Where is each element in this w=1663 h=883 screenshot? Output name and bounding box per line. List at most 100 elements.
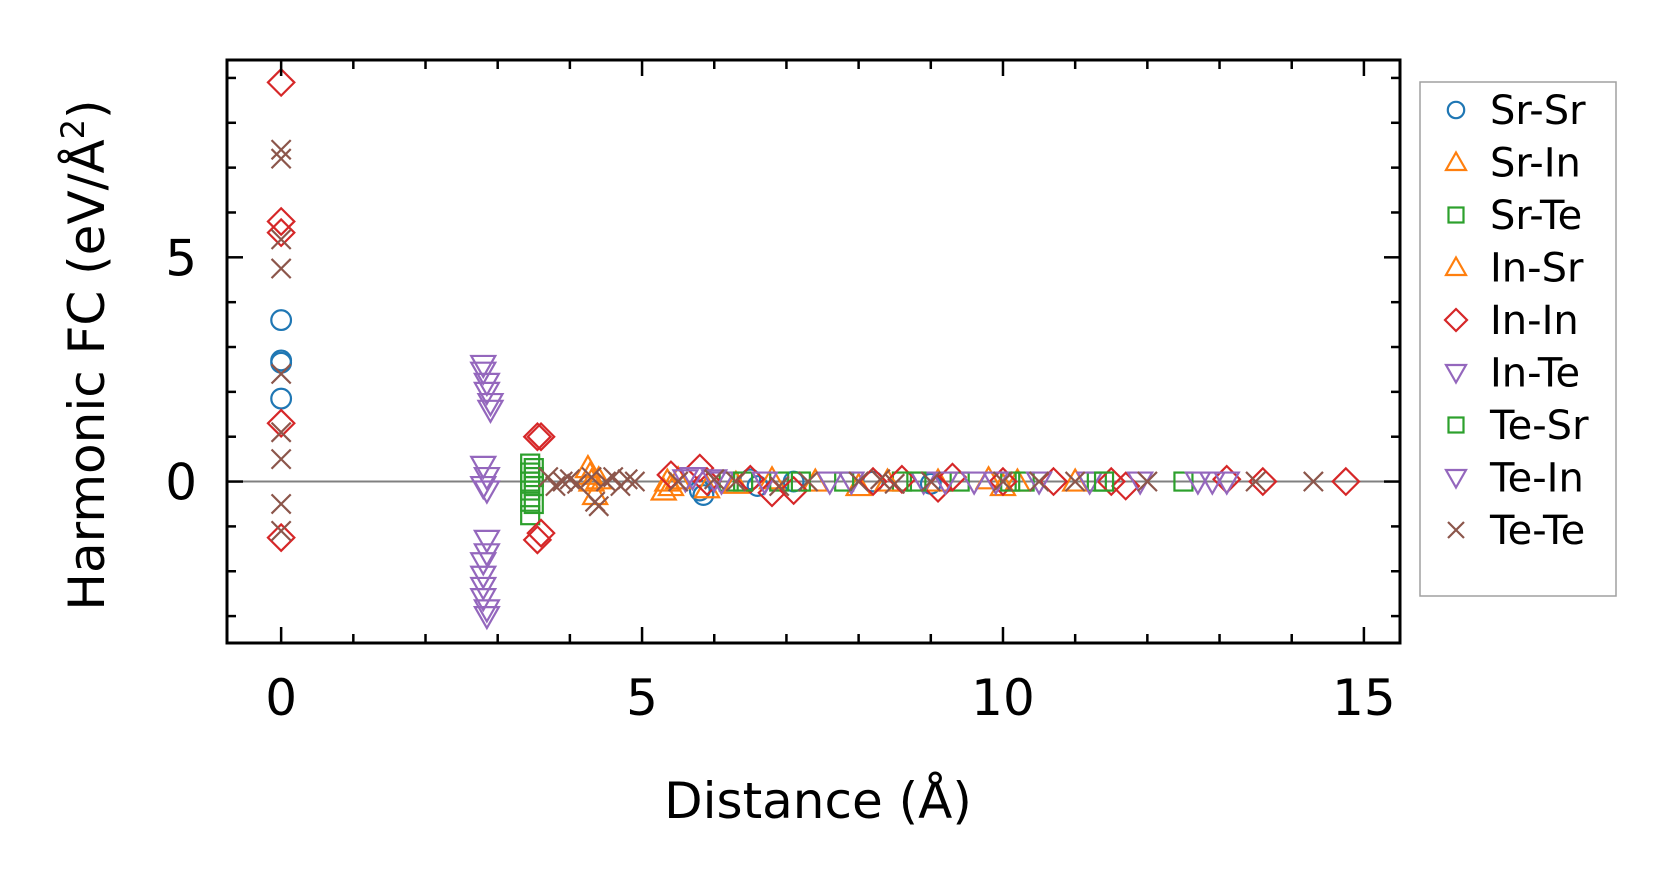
data-point-te-in bbox=[931, 471, 960, 496]
data-point-in-in bbox=[1248, 466, 1278, 497]
data-point-te-te bbox=[797, 471, 819, 492]
data-point-te-in bbox=[1198, 471, 1227, 496]
data-point-te-te bbox=[537, 466, 559, 488]
data-point-te-in bbox=[1025, 471, 1053, 496]
data-point-te-sr bbox=[790, 471, 811, 492]
data-point-in-in bbox=[266, 522, 296, 553]
data-point-te-in bbox=[700, 469, 729, 494]
x-tick-label: 15 bbox=[1332, 669, 1396, 727]
legend-marker-te-te bbox=[1447, 521, 1465, 539]
data-point-in-sr bbox=[722, 469, 750, 494]
data-point-in-te bbox=[472, 480, 501, 505]
series-te-te bbox=[270, 139, 1324, 542]
data-point-te-in bbox=[472, 529, 501, 555]
legend-marker-sr-sr bbox=[1446, 100, 1466, 120]
data-point-sr-te bbox=[1173, 471, 1194, 492]
data-point-te-te bbox=[848, 471, 869, 492]
data-point-te-in bbox=[472, 599, 501, 624]
data-point-sr-te bbox=[520, 491, 541, 512]
data-point-in-te bbox=[476, 392, 505, 418]
legend-label: In-Sr bbox=[1490, 246, 1584, 292]
legend-marker-in-sr bbox=[1444, 255, 1468, 277]
legend-marker-sr-in bbox=[1444, 150, 1468, 172]
data-point-te-te bbox=[1028, 471, 1050, 492]
data-point-sr-in bbox=[758, 465, 786, 490]
data-point-te-te bbox=[667, 471, 689, 492]
data-point-sr-te bbox=[520, 480, 541, 501]
data-point-in-in bbox=[266, 67, 296, 98]
data-point-te-te bbox=[588, 495, 610, 517]
legend-label: In-In bbox=[1490, 298, 1579, 344]
legend-label: Sr-Sr bbox=[1490, 88, 1586, 134]
data-point-te-sr bbox=[733, 471, 754, 492]
legend-marker-in-in bbox=[1443, 307, 1469, 333]
data-point-in-in bbox=[685, 453, 715, 483]
plot-frame bbox=[225, 58, 1402, 645]
legend-label: Sr-Te bbox=[1490, 193, 1582, 239]
legend-entry: Te-Sr bbox=[1447, 403, 1589, 449]
legend: Sr-Sr Sr-In Sr-Te In-Sr In-In In-Te Te-Sr Te-In… bbox=[1419, 81, 1617, 597]
legend-entry: In-Sr bbox=[1444, 246, 1584, 292]
data-point-in-te bbox=[1183, 471, 1212, 496]
data-point-sr-sr bbox=[270, 309, 293, 332]
y-axis-label-end: ) bbox=[58, 99, 116, 119]
data-point-te-sr bbox=[523, 493, 544, 515]
data-point-in-in bbox=[266, 408, 296, 439]
legend-entry: Sr-Te bbox=[1447, 193, 1582, 239]
data-point-sr-in bbox=[693, 474, 721, 499]
data-point-in-te bbox=[476, 399, 505, 425]
data-point-te-te bbox=[920, 471, 942, 492]
y-axis-label: Harmonic FC (eV/Å2) bbox=[54, 99, 116, 610]
legend-label: Sr-In bbox=[1490, 141, 1581, 187]
x-tick-label: 0 bbox=[265, 669, 297, 727]
y-tick-label: 5 bbox=[165, 229, 197, 287]
legend-label: Te-Te bbox=[1489, 508, 1585, 554]
data-point-in-te bbox=[469, 354, 498, 380]
data-point-in-te bbox=[815, 471, 844, 496]
data-point-te-te bbox=[270, 148, 292, 170]
data-point-in-in bbox=[1331, 466, 1361, 497]
data-point-in-in bbox=[522, 421, 553, 452]
data-point-te-te bbox=[270, 258, 292, 279]
data-point-te-te bbox=[270, 139, 292, 161]
legend-marker-sr-te bbox=[1447, 206, 1465, 224]
data-point-te-sr bbox=[1093, 471, 1115, 492]
data-point-te-te bbox=[1245, 471, 1267, 492]
data-point-sr-sr bbox=[692, 484, 715, 506]
legend-entry: In-In bbox=[1443, 298, 1579, 344]
data-point-te-te bbox=[768, 475, 790, 497]
data-point-in-te bbox=[960, 471, 989, 496]
data-point-in-sr bbox=[664, 465, 693, 490]
data-point-te-sr bbox=[1000, 471, 1021, 492]
legend-entry: In-Te bbox=[1444, 351, 1580, 397]
x-axis-label: Distance (Å) bbox=[664, 772, 972, 830]
data-point-in-te bbox=[678, 466, 707, 492]
data-point-te-sr bbox=[906, 471, 927, 492]
legend-entry: Te-Te bbox=[1447, 508, 1585, 554]
data-point-te-te bbox=[270, 229, 292, 250]
data-point-te-in bbox=[750, 471, 779, 496]
data-point-te-te bbox=[1303, 471, 1324, 492]
data-point-te-te bbox=[992, 471, 1014, 492]
data-point-te-te bbox=[703, 468, 725, 490]
data-point-in-in bbox=[988, 466, 1018, 497]
series-te-sr bbox=[523, 458, 1115, 515]
data-point-in-te bbox=[472, 466, 501, 492]
data-point-te-te bbox=[270, 520, 292, 542]
data-point-in-te bbox=[1212, 471, 1241, 496]
data-point-te-te bbox=[725, 471, 747, 492]
data-point-in-in bbox=[266, 217, 296, 248]
y-axis-label-main: Harmonic FC (eV/Å bbox=[58, 139, 116, 610]
data-point-te-te bbox=[566, 473, 588, 495]
data-point-te-te bbox=[617, 468, 639, 490]
legend-box bbox=[1419, 81, 1617, 597]
data-point-sr-in bbox=[657, 471, 685, 497]
data-point-te-in bbox=[472, 605, 501, 631]
data-point-sr-te bbox=[520, 505, 541, 526]
data-point-te-te bbox=[581, 466, 602, 488]
legend-marker-te-in bbox=[1444, 468, 1468, 490]
data-point-te-te bbox=[1136, 471, 1158, 492]
x-tick-label: 5 bbox=[626, 669, 658, 727]
data-point-in-in bbox=[526, 518, 556, 548]
axis-tick-labels: 0 5 10 15 0 5 bbox=[165, 229, 1396, 727]
